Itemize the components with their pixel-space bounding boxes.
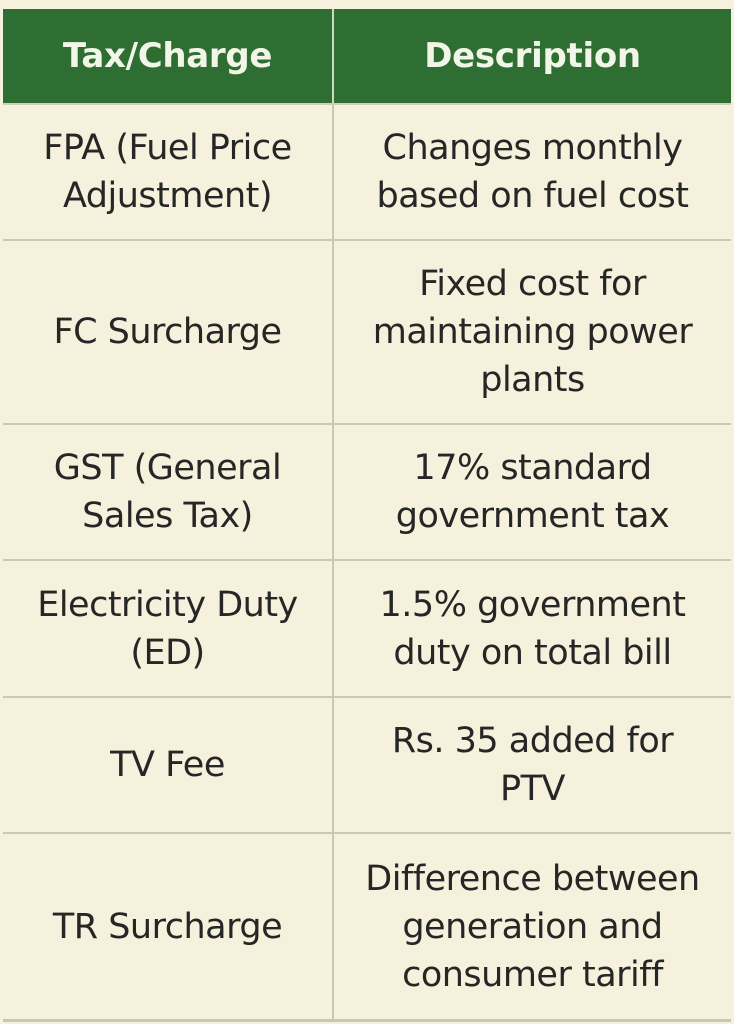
tax-name-cell: GST (General Sales Tax) xyxy=(3,423,334,561)
tax-name-cell: FC Surcharge xyxy=(3,239,334,425)
table-row: Electricity Duty (ED) 1.5% government du… xyxy=(3,559,731,698)
tax-description: 1.5% government duty on total bill xyxy=(379,584,686,673)
table-header-row: Tax/Charge Description xyxy=(3,9,731,105)
tax-name-cell: FPA (Fuel Price Adjustment) xyxy=(3,103,334,241)
description-cell: 1.5% government duty on total bill xyxy=(332,559,731,698)
table-row: TV Fee Rs. 35 added for PTV xyxy=(3,696,731,834)
tax-description: Fixed cost for maintaining power plants xyxy=(372,264,693,400)
tax-name: Electricity Duty (ED) xyxy=(37,584,298,673)
tax-name: TR Surcharge xyxy=(52,906,283,947)
description-cell: Changes monthly based on fuel cost xyxy=(332,103,731,241)
tax-name-cell: TR Surcharge xyxy=(3,832,334,1022)
description-cell: 17% standard government tax xyxy=(332,423,731,561)
description-cell: Rs. 35 added for PTV xyxy=(332,696,731,834)
tax-description: Changes monthly based on fuel cost xyxy=(376,128,690,216)
tax-description: 17% standard government tax xyxy=(395,448,670,536)
tax-charges-table: Tax/Charge Description FPA (Fuel Price A… xyxy=(3,9,731,1022)
description-cell: Difference between generation and consum… xyxy=(332,832,731,1022)
table-row: GST (General Sales Tax) 17% standard gov… xyxy=(3,423,731,561)
tax-name: TV Fee xyxy=(110,745,225,785)
tax-name-cell: Electricity Duty (ED) xyxy=(3,559,334,698)
table-row: TR Surcharge Difference between generati… xyxy=(3,832,731,1022)
tax-name: FC Surcharge xyxy=(53,312,282,352)
table-row: FPA (Fuel Price Adjustment) Changes mont… xyxy=(3,103,731,241)
tax-description: Difference between generation and consum… xyxy=(365,858,700,995)
tax-description: Rs. 35 added for PTV xyxy=(391,721,674,809)
tax-name-cell: TV Fee xyxy=(3,696,334,834)
tax-name: GST (General Sales Tax) xyxy=(53,448,282,536)
table-row: FC Surcharge Fixed cost for maintaining … xyxy=(3,239,731,425)
header-description: Description xyxy=(333,9,731,105)
description-cell: Fixed cost for maintaining power plants xyxy=(332,239,731,425)
header-tax-charge: Tax/Charge xyxy=(3,9,334,105)
tax-name: FPA (Fuel Price Adjustment) xyxy=(43,128,292,216)
